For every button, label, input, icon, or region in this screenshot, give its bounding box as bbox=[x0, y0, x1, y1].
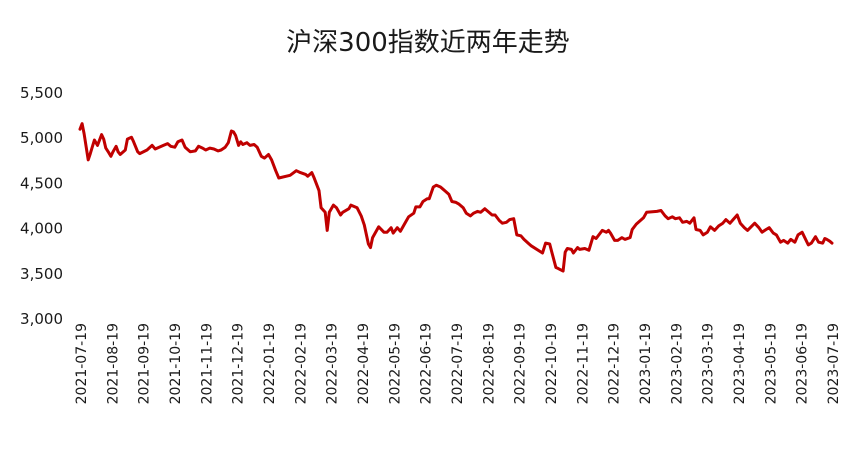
plot-area bbox=[78, 122, 834, 273]
series-line bbox=[78, 122, 834, 273]
y-tick-label: 5,500 bbox=[20, 84, 63, 102]
x-tick-label: 2021-11-19 bbox=[199, 323, 215, 404]
x-tick-label: 2022-02-19 bbox=[293, 323, 309, 404]
y-tick-label: 3,500 bbox=[20, 265, 63, 283]
x-tick-label: 2022-10-19 bbox=[544, 323, 560, 404]
x-tick-label: 2021-07-19 bbox=[74, 323, 90, 404]
x-tick-label: 2023-03-19 bbox=[701, 323, 717, 404]
x-tick-label: 2022-11-19 bbox=[575, 323, 591, 404]
x-axis-ticks: 2021-07-19 2021-08-19 2021-09-19 2021-10-19… bbox=[74, 323, 842, 404]
x-tick-label: 2023-04-19 bbox=[732, 323, 748, 404]
y-tick-label: 3,000 bbox=[20, 310, 63, 328]
y-axis-ticks: 3,000 3,500 4,000 4,500 5,000 5,500 bbox=[20, 84, 63, 328]
x-tick-label: 2021-10-19 bbox=[168, 323, 184, 404]
x-tick-label: 2023-06-19 bbox=[795, 323, 811, 404]
x-tick-label: 2023-01-19 bbox=[638, 323, 654, 404]
chart-title: 沪深300指数近两年走势 bbox=[286, 28, 570, 58]
x-tick-label: 2022-07-19 bbox=[450, 323, 466, 404]
x-tick-label: 2023-05-19 bbox=[763, 323, 779, 404]
x-tick-label: 2022-05-19 bbox=[387, 323, 403, 404]
x-tick-label: 2022-04-19 bbox=[356, 323, 372, 404]
x-tick-label: 2022-06-19 bbox=[419, 323, 435, 404]
x-tick-label: 2022-12-19 bbox=[607, 323, 623, 404]
x-tick-label: 2021-08-19 bbox=[105, 323, 121, 404]
x-tick-label: 2023-07-19 bbox=[826, 323, 842, 404]
y-tick-label: 4,500 bbox=[20, 174, 63, 192]
x-tick-label: 2023-02-19 bbox=[669, 323, 685, 404]
y-tick-label: 5,000 bbox=[20, 129, 63, 147]
x-tick-label: 2021-12-19 bbox=[231, 323, 247, 404]
x-tick-label: 2022-09-19 bbox=[513, 323, 529, 404]
x-tick-label: 2022-08-19 bbox=[481, 323, 497, 404]
x-tick-label: 2021-09-19 bbox=[137, 323, 153, 404]
x-tick-label: 2022-03-19 bbox=[325, 323, 341, 404]
y-tick-label: 4,000 bbox=[20, 220, 63, 238]
x-tick-label: 2022-01-19 bbox=[262, 323, 278, 404]
